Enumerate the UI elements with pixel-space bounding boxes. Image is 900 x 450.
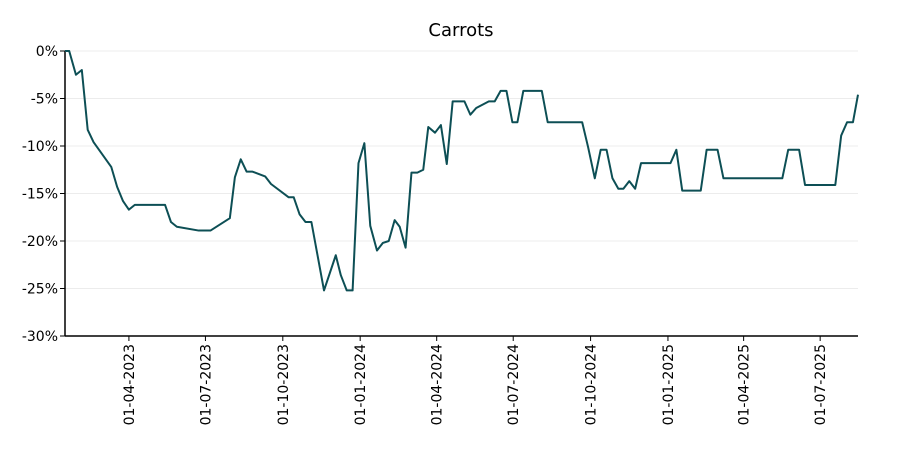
x-tick-label: 01-04-2025 [737,344,753,425]
y-tick-label: -5% [31,92,58,108]
x-tick-label: 01-01-2024 [353,344,369,425]
x-tick-label: 01-07-2025 [813,344,829,425]
data-line [65,50,859,292]
x-tick-label: 01-04-2024 [430,344,446,425]
y-tick-label: -10% [22,139,58,155]
x-tick-label: 01-04-2023 [122,344,138,425]
y-tick-label: -25% [22,282,58,298]
chart-title: Carrots [428,20,493,41]
y-tick-label: -15% [22,187,58,203]
x-tick-label: 01-01-2025 [661,344,677,425]
y-tick-label: 0% [36,44,58,60]
x-tick-label: 01-10-2023 [276,344,292,425]
x-tick-label: 01-10-2024 [584,344,600,425]
y-tick-label: -20% [22,234,58,250]
y-tick-label: -30% [22,329,58,345]
x-tick-label: 01-07-2024 [506,344,522,425]
x-tick-label: 01-07-2023 [198,344,214,425]
